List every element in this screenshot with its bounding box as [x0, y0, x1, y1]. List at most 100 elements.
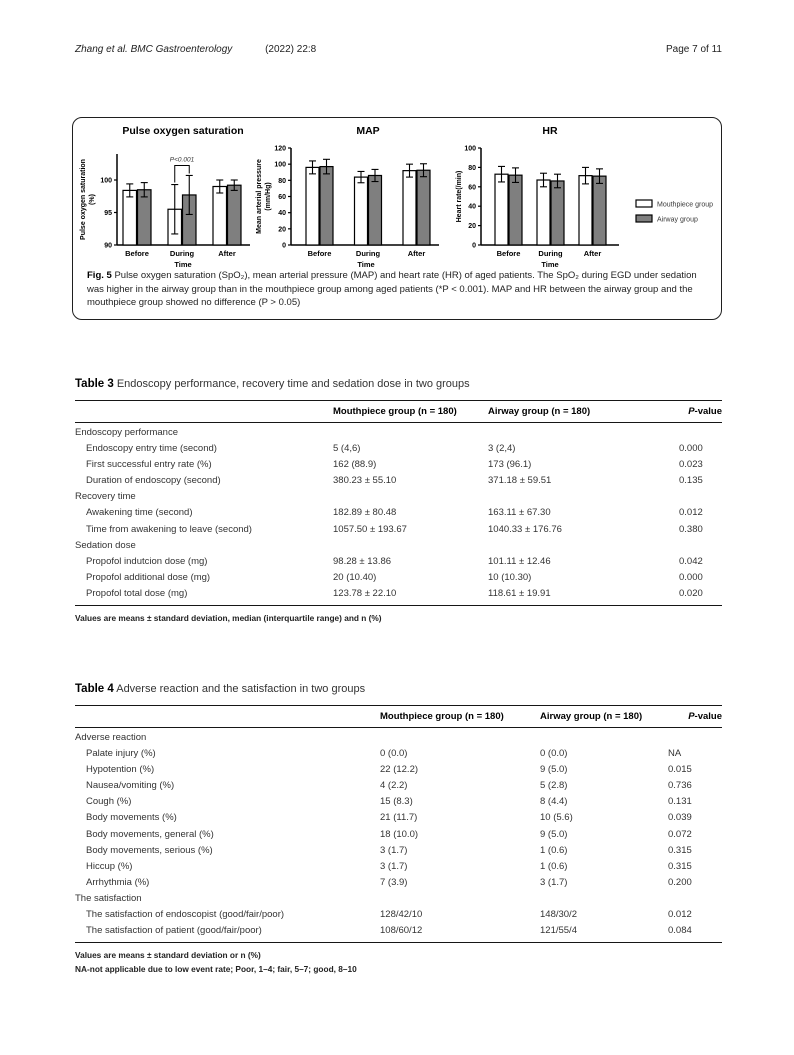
table-body: Endoscopy performance Endoscopy entry tim…	[75, 423, 722, 607]
x-axis-label: Time	[541, 260, 558, 269]
table-cell: 0 (0.0)	[380, 748, 408, 760]
table-cell: 148/30/2	[540, 909, 577, 921]
bar	[353, 176, 369, 246]
table-cell: 10 (5.6)	[540, 812, 573, 824]
table-cell: 3 (2,4)	[488, 443, 516, 455]
column-header: P-value	[688, 406, 722, 417]
table-cell: 1040.33 ± 176.76	[488, 523, 562, 535]
y-axis-label: Pulse oxygen saturation	[80, 159, 87, 240]
table-cell: 3 (1.7)	[380, 844, 408, 856]
table-cell: 0.380	[679, 523, 703, 535]
y-axis-label: (%)	[89, 194, 96, 205]
y-axis-label: (mm/Hg)	[265, 182, 272, 210]
bar	[122, 189, 138, 246]
table-4: Table 4 Adverse reaction and the satisfa…	[75, 683, 722, 976]
table-cell: 1057.50 ± 193.67	[333, 523, 407, 535]
chart-legend: Mouthpiece group Airway group	[635, 199, 713, 224]
row-label: The satisfaction of endoscopist (good/fa…	[86, 909, 285, 921]
table-cell	[333, 489, 488, 505]
table-row: Propofol additional dose (mg) 20 (10.40) 1…	[75, 570, 722, 586]
bar	[550, 180, 565, 246]
page-number: Page 7 of 11	[666, 44, 722, 55]
table-cell: 123.78 ± 22.10	[333, 587, 397, 599]
bar	[212, 185, 228, 246]
table-cell: 0.315	[668, 860, 692, 872]
row-label: Endoscopy performance	[75, 427, 178, 438]
row-label: Palate injury (%)	[86, 748, 156, 760]
bar	[416, 169, 431, 246]
table-header-row: Mouthpiece group (n = 180) Airway group (…	[75, 705, 722, 728]
table-row: Sedation dose	[75, 538, 722, 554]
y-tick-label: 20	[468, 223, 476, 230]
citation-authors-journal: Zhang et al. BMC Gastroenterology	[75, 44, 233, 55]
table-cell: 8 (4.4)	[540, 796, 568, 808]
row-label: Nausea/vomiting (%)	[86, 780, 175, 792]
table-cell: 162 (88.9)	[333, 459, 377, 471]
table-cell: 9 (5.0)	[540, 764, 568, 776]
table-cell: 0.015	[668, 764, 692, 776]
table-cell: 380.23 ± 55.10	[333, 475, 397, 487]
y-tick-label: 40	[468, 204, 476, 211]
chart-title: HR	[542, 125, 558, 137]
table-cell: 101.11 ± 12.46	[488, 555, 551, 567]
table-cell: 173 (96.1)	[488, 459, 532, 471]
x-category-label: Before	[308, 249, 332, 258]
y-tick-label: 100	[464, 146, 476, 153]
table-cell: 0.131	[668, 796, 692, 808]
table-3: Table 3 Endoscopy performance, recovery …	[75, 378, 722, 625]
legend-swatch	[635, 214, 653, 223]
table-row: Propofol indutcion dose (mg) 98.28 ± 13.8…	[75, 554, 722, 570]
table-cell: 118.61 ± 19.91	[488, 587, 551, 599]
table-cell: 108/60/12	[380, 925, 423, 937]
y-axis-label: Mean arterial pressure	[256, 159, 263, 234]
chart-title: MAP	[356, 125, 379, 137]
figure-5-caption: Fig. 5 Pulse oxygen saturation (SpO₂), m…	[73, 269, 721, 310]
column-header: P-value	[688, 711, 722, 722]
table-row: Hiccup (%) 3 (1.7) 1 (0.6) 0.315	[75, 859, 722, 875]
table-cell	[488, 489, 679, 505]
table-row: Palate injury (%) 0 (0.0) 0 (0.0) NA	[75, 746, 722, 762]
table-row: Endoscopy entry time (second) 5 (4,6) 3 (2…	[75, 441, 722, 457]
legend-label: Mouthpiece group	[657, 202, 713, 209]
legend-label: Airway group	[657, 217, 698, 224]
row-label: Duration of endoscopy (second)	[86, 475, 221, 487]
table-cell: 0.072	[668, 828, 692, 840]
table-cell: 0.135	[679, 475, 703, 487]
x-category-label: After	[218, 249, 236, 258]
table-row: The satisfaction of endoscopist (good/fa…	[75, 907, 722, 923]
bar	[578, 175, 593, 246]
table-cell: 5 (2.8)	[540, 780, 568, 792]
x-category-label: After	[408, 249, 426, 258]
table-cell: 0.200	[668, 876, 692, 888]
x-category-label: During	[356, 249, 381, 258]
table-cell: 7 (3.9)	[380, 876, 408, 888]
table-cell: 0 (0.0)	[540, 748, 568, 760]
y-tick-label: 90	[104, 243, 112, 250]
bar	[494, 173, 509, 246]
y-tick-label: 80	[468, 165, 476, 172]
citation-volume: (2022) 22:8	[265, 44, 317, 55]
table-header-row: Mouthpiece group (n = 180) Airway group (…	[75, 400, 722, 423]
table-cell: 182.89 ± 80.48	[333, 507, 397, 519]
bar	[402, 170, 417, 246]
figure-label: Fig. 5	[87, 270, 112, 281]
y-tick-label: 100	[274, 162, 286, 169]
table-row: The satisfaction of patient (good/fair/p…	[75, 923, 722, 939]
row-label: Body movements (%)	[86, 812, 177, 824]
row-label: Propofol total dose (mg)	[86, 587, 188, 599]
table-cell	[380, 730, 540, 746]
table-cell: 128/42/10	[380, 909, 423, 921]
table-footnote: Values are means ± standard deviation, m…	[75, 613, 382, 624]
table-cell: 20 (10.40)	[333, 571, 377, 583]
y-tick-label: 0	[472, 243, 476, 250]
table-cell	[380, 891, 540, 907]
table-cell	[488, 425, 679, 441]
table-row: Duration of endoscopy (second) 380.23 ± 5…	[75, 473, 722, 489]
chart-hr: HR 0 20 40 60 80 100 Heart rate(/min) Before Duri…	[456, 125, 619, 269]
x-category-label: Before	[125, 249, 149, 258]
table-cell: 0.039	[668, 812, 692, 824]
y-axis-label: Heart rate(/min)	[456, 171, 463, 223]
figure-caption-text: Pulse oxygen saturation (SpO₂), mean art…	[87, 270, 697, 308]
chart-pulse-oxygen-saturation: Pulse oxygen saturation 90 95 100 Pulse oxyg…	[80, 125, 250, 269]
bar	[367, 174, 383, 246]
